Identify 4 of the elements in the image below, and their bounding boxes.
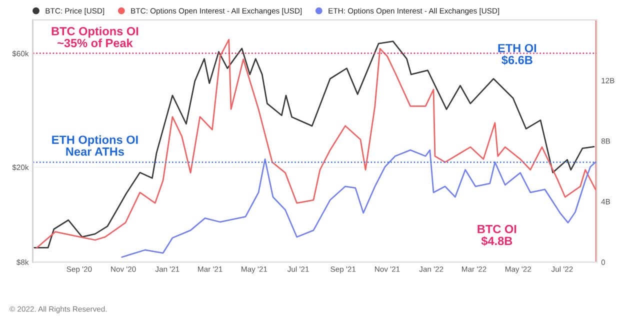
annotation: BTC OI $4.8B: [478, 224, 516, 246]
annotation: ETH Options OI Near ATHs: [52, 135, 138, 156]
annotation: BTC Options OI ~35% of Peak: [52, 26, 138, 48]
annotation: ETH OI $6.6B: [498, 44, 536, 65]
